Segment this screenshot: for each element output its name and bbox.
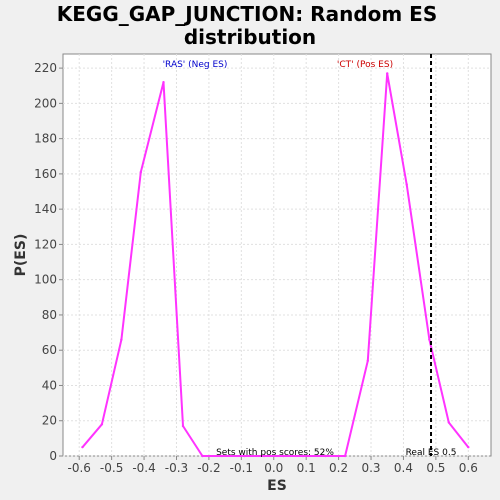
x-tick-label: -0.4 — [132, 461, 155, 475]
es-data-point — [81, 445, 84, 449]
series-layer — [81, 72, 470, 458]
y-tick-label: 80 — [42, 308, 57, 322]
es-data-point — [162, 81, 165, 84]
x-tick-label: 0.2 — [329, 461, 348, 475]
chart-title-line1: KEGG_GAP_JUNCTION: Random ES — [57, 2, 438, 26]
es-data-point — [343, 454, 347, 458]
x-tick-label: -0.6 — [68, 461, 91, 475]
pos-scores-annotation: Sets with pos scores: 52% — [216, 448, 334, 458]
y-tick-label: 0 — [49, 449, 57, 463]
y-tick-label: 220 — [34, 61, 57, 75]
x-tick-label: 0.4 — [394, 461, 413, 475]
y-tick-label: 160 — [34, 167, 57, 181]
es-data-point — [366, 359, 369, 362]
es-data-point — [181, 424, 185, 428]
es-data-point — [120, 338, 123, 341]
es-data-point — [447, 421, 451, 424]
x-tick-label: 0.5 — [426, 461, 445, 475]
x-tick-label: 0.1 — [297, 461, 316, 475]
ticks-layer: -0.6 -0.5 -0.4 -0.3 -0.2 -0.1 0.0 0.1 0.2 0.3 0.4 0… — [34, 61, 478, 475]
plot-area — [62, 53, 492, 457]
es-data-point — [201, 454, 204, 458]
es-data-point — [220, 454, 224, 458]
es-data-point — [324, 454, 327, 458]
y-tick-label: 140 — [34, 202, 57, 216]
es-data-point — [405, 183, 408, 186]
y-tick-label: 120 — [34, 237, 57, 251]
pos-es-annotation: 'CT' (Pos ES) — [337, 60, 393, 70]
es-data-point — [262, 454, 266, 458]
y-tick-label: 20 — [42, 414, 57, 428]
es-distribution-series-line — [81, 72, 470, 457]
x-tick-label: -0.2 — [197, 461, 220, 475]
es-data-point — [386, 72, 389, 75]
es-data-point — [282, 454, 285, 458]
y-tick-label: 40 — [42, 378, 57, 392]
es-data-point — [100, 423, 104, 426]
y-tick-label: 60 — [42, 343, 57, 357]
es-data-point — [139, 170, 143, 174]
x-tick-label: 0.6 — [459, 461, 478, 475]
es-data-point — [301, 454, 305, 458]
chart-title-line2: distribution — [184, 25, 316, 49]
y-tick-label: 200 — [34, 96, 57, 110]
es-data-point — [467, 445, 470, 449]
x-tick-label: 0.3 — [361, 461, 380, 475]
real-es-annotation: Real ES 0.5 — [406, 448, 457, 458]
y-axis-label: P(ES) — [13, 234, 29, 277]
x-tick-label: -0.3 — [165, 461, 188, 475]
neg-es-annotation: 'RAS' (Neg ES) — [163, 60, 228, 70]
y-tick-label: 180 — [34, 132, 57, 146]
y-tick-label: 100 — [34, 273, 57, 287]
x-tick-label: -0.1 — [230, 461, 253, 475]
x-tick-label: -0.5 — [100, 461, 123, 475]
es-data-point — [243, 454, 246, 458]
x-axis-label: ES — [267, 478, 287, 494]
es-data-point — [428, 338, 431, 341]
x-tick-label: 0.0 — [264, 461, 283, 475]
